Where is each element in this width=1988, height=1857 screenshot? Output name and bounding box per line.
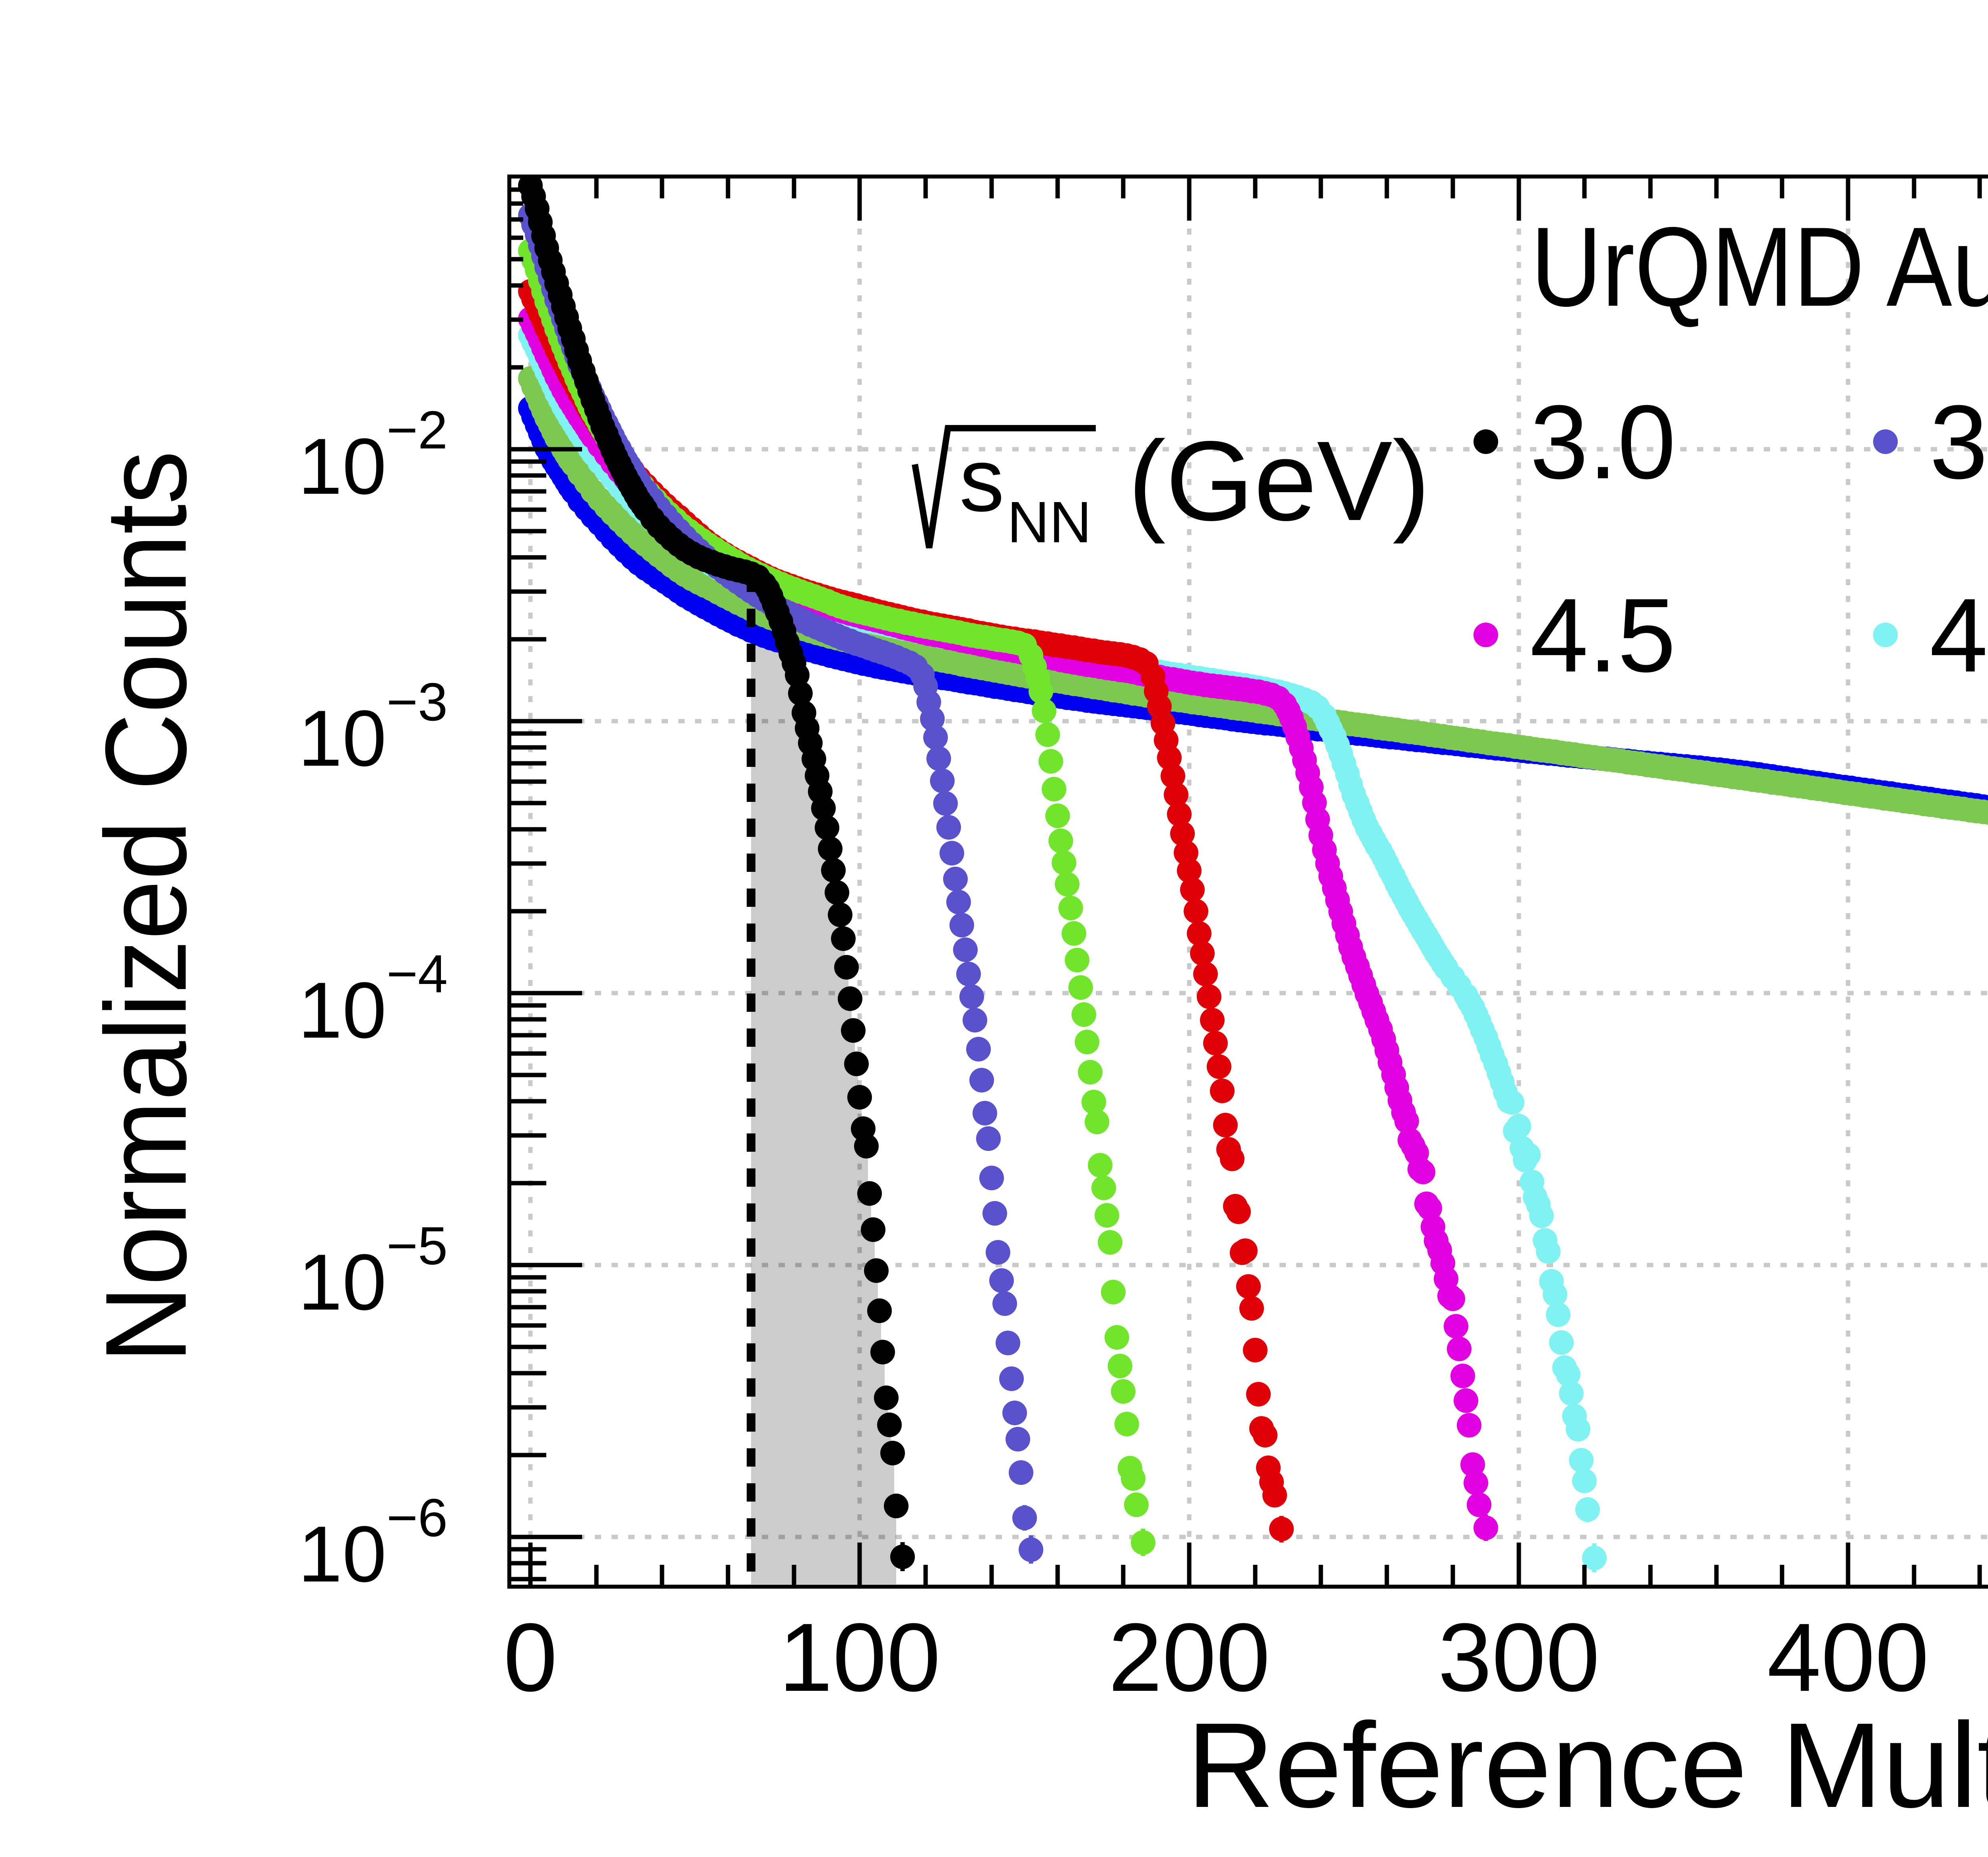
- svg-text:Normalized Counts: Normalized Counts: [82, 451, 210, 1363]
- svg-text:300: 300: [1438, 1603, 1600, 1711]
- svg-text:200: 200: [1108, 1603, 1270, 1711]
- svg-text:3.2: 3.2: [1930, 383, 1988, 501]
- svg-text:4.5: 4.5: [1530, 576, 1676, 694]
- svg-text:0: 0: [503, 1603, 557, 1711]
- svg-text:3.0: 3.0: [1530, 383, 1676, 501]
- svg-text:UrQMD Au+Au: UrQMD Au+Au: [1531, 204, 1988, 330]
- svg-text:100: 100: [779, 1603, 940, 1711]
- svg-text:s: s: [959, 429, 1004, 530]
- svg-text:(GeV): (GeV): [1128, 418, 1430, 545]
- svg-text:Reference Multiplicity: Reference Multiplicity: [1187, 1698, 1988, 1834]
- svg-text:400: 400: [1767, 1603, 1929, 1711]
- svg-text:NN: NN: [1007, 490, 1091, 555]
- svg-text:4.9: 4.9: [1930, 576, 1988, 694]
